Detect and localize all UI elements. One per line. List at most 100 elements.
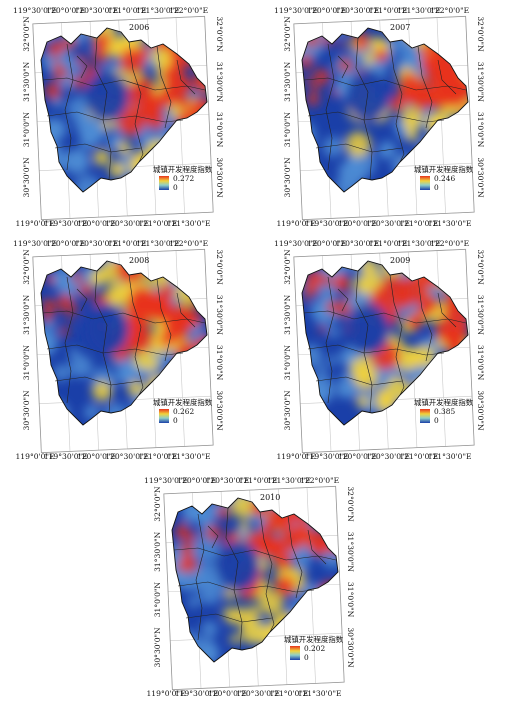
latitude-tick: 30°30'0"N xyxy=(215,390,224,431)
longitude-tick: 121°30'0"E xyxy=(428,219,472,228)
longitude-tick: 121°30'0"E xyxy=(267,476,311,485)
latitude-tick: 31°30'0"N xyxy=(22,294,31,335)
longitude-tick: 121°0'0"E xyxy=(269,689,308,698)
longitude-tick: 120°0'0"E xyxy=(307,239,346,248)
longitude-tick: 119°30'0"E xyxy=(13,6,57,15)
latitude-tick: 32°0'0"N xyxy=(22,16,31,52)
longitude-tick: 121°30'0"E xyxy=(298,689,342,698)
latitude-tick: 31°30'0"N xyxy=(346,532,355,573)
longitude-tick: 119°30'0"E xyxy=(44,452,88,461)
longitude-tick: 120°30'0"E xyxy=(366,452,410,461)
longitude-tick: 120°30'0"E xyxy=(105,452,149,461)
longitude-tick: 120°0'0"E xyxy=(338,219,377,228)
year-label: 2008 xyxy=(129,256,149,265)
admin-boundaries xyxy=(42,37,206,181)
map-figure-2009: 2009119°30'0"E120°0'0"E120°30'0"E121°0'0… xyxy=(274,239,485,461)
latitude-tick: 31°0'0"N xyxy=(283,345,292,381)
longitude-tick: 121°30'0"E xyxy=(428,452,472,461)
longitude-tick: 121°30'0"E xyxy=(397,6,441,15)
longitude-tick: 121°30'0"E xyxy=(167,219,211,228)
longitude-tick: 122°0'0"E xyxy=(430,6,469,15)
year-label: 2009 xyxy=(390,256,410,265)
longitude-tick: 120°30'0"E xyxy=(74,6,118,15)
longitude-tick: 121°30'0"E xyxy=(397,239,441,248)
longitude-tick: 120°0'0"E xyxy=(208,689,247,698)
map-figure-2007: 2007119°30'0"E120°0'0"E120°30'0"E121°0'0… xyxy=(274,6,485,228)
latitude-tick: 30°30'0"N xyxy=(346,627,355,668)
latitude-tick: 31°30'0"N xyxy=(153,531,162,572)
longitude-tick: 119°30'0"E xyxy=(305,219,349,228)
longitude-tick: 121°30'0"E xyxy=(136,6,180,15)
longitude-tick: 121°30'0"E xyxy=(167,452,211,461)
legend-color-ramp xyxy=(290,646,300,660)
latitude-tick: 31°0'0"N xyxy=(215,112,224,148)
latitude-tick: 31°0'0"N xyxy=(346,582,355,618)
longitude-tick: 119°30'0"E xyxy=(175,689,219,698)
legend-title: 城镇开发程度指数 xyxy=(284,635,344,644)
admin-boundaries xyxy=(173,507,337,651)
latitude-tick: 32°0'0"N xyxy=(476,16,485,52)
latitude-tick: 31°30'0"N xyxy=(215,295,224,336)
legend-title: 城镇开发程度指数 xyxy=(414,165,474,174)
longitude-tick: 120°0'0"E xyxy=(177,476,216,485)
latitude-tick: 31°30'0"N xyxy=(215,62,224,103)
longitude-tick: 120°0'0"E xyxy=(46,239,85,248)
longitude-tick: 120°30'0"E xyxy=(74,239,118,248)
legend-min-value: 0 xyxy=(173,183,178,192)
longitude-tick: 119°0'0"E xyxy=(15,219,54,228)
legend-color-ramp xyxy=(159,409,169,423)
longitude-tick: 120°0'0"E xyxy=(46,6,85,15)
legend-title: 城镇开发程度指数 xyxy=(414,398,474,407)
latitude-tick: 32°0'0"N xyxy=(215,16,224,52)
longitude-tick: 120°30'0"E xyxy=(105,219,149,228)
map-figure-2006: 2006119°30'0"E120°0'0"E120°30'0"E121°0'0… xyxy=(13,6,224,228)
latitude-tick: 31°30'0"N xyxy=(283,294,292,335)
latitude-tick: 31°30'0"N xyxy=(283,61,292,102)
longitude-tick: 121°0'0"E xyxy=(369,6,408,15)
longitude-tick: 120°30'0"E xyxy=(236,689,280,698)
longitude-tick: 121°0'0"E xyxy=(138,452,177,461)
longitude-tick: 119°30'0"E xyxy=(44,219,88,228)
longitude-tick: 119°30'0"E xyxy=(13,239,57,248)
legend-min-value: 0 xyxy=(304,653,309,662)
longitude-tick: 121°0'0"E xyxy=(108,239,147,248)
map-figure-2010: 2010119°30'0"E120°0'0"E120°30'0"E121°0'0… xyxy=(144,476,355,698)
latitude-tick: 30°30'0"N xyxy=(153,627,162,668)
latitude-tick: 30°30'0"N xyxy=(283,157,292,198)
longitude-tick: 119°30'0"E xyxy=(274,6,318,15)
legend-color-ramp xyxy=(420,176,430,190)
latitude-tick: 32°0'0"N xyxy=(283,16,292,52)
latitude-tick: 30°30'0"N xyxy=(283,390,292,431)
longitude-tick: 121°0'0"E xyxy=(239,476,278,485)
longitude-tick: 121°0'0"E xyxy=(108,6,147,15)
longitude-tick: 120°0'0"E xyxy=(307,6,346,15)
longitude-tick: 121°0'0"E xyxy=(369,239,408,248)
legend-max-value: 0.262 xyxy=(173,407,194,416)
legend-max-value: 0.246 xyxy=(434,174,455,183)
latitude-tick: 31°0'0"N xyxy=(476,345,485,381)
latitude-tick: 31°0'0"N xyxy=(153,582,162,618)
legend-min-value: 0 xyxy=(173,416,178,425)
longitude-tick: 119°0'0"E xyxy=(15,452,54,461)
region-outline xyxy=(301,260,469,426)
map-figure-2008: 2008119°30'0"E120°0'0"E120°30'0"E121°0'0… xyxy=(13,239,224,461)
longitude-tick: 120°0'0"E xyxy=(338,452,377,461)
latitude-tick: 32°0'0"N xyxy=(22,249,31,285)
longitude-tick: 120°30'0"E xyxy=(366,219,410,228)
longitude-tick: 122°0'0"E xyxy=(169,6,208,15)
map-panel-2010: 2010 119°30'0"E 120°0'0"E 120°30'0"E 121°0'0… xyxy=(134,474,374,706)
legend-title: 城镇开发程度指数 xyxy=(153,165,213,174)
year-label: 2006 xyxy=(129,23,149,32)
legend-max-value: 0.272 xyxy=(173,174,194,183)
longitude-tick: 119°0'0"E xyxy=(276,219,315,228)
latitude-tick: 32°0'0"N xyxy=(346,486,355,522)
longitude-tick: 120°30'0"E xyxy=(335,6,379,15)
latitude-tick: 30°30'0"N xyxy=(22,390,31,431)
latitude-tick: 30°30'0"N xyxy=(22,157,31,198)
latitude-tick: 31°30'0"N xyxy=(22,61,31,102)
region-outline xyxy=(40,260,208,426)
